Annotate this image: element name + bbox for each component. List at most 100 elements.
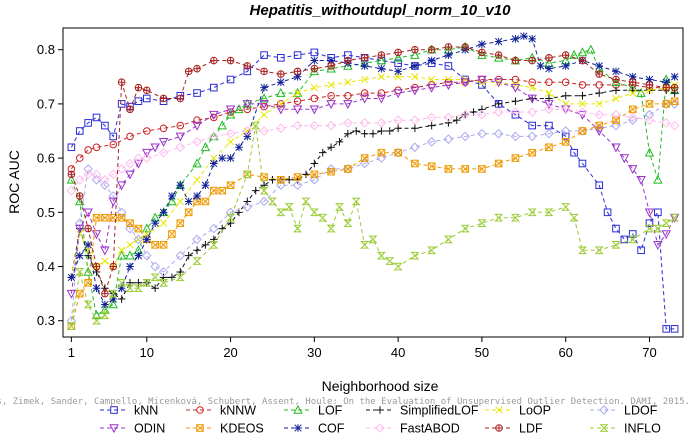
data-point-lof [393, 52, 403, 62]
data-point-cof [377, 64, 386, 73]
data-point-knnw [142, 127, 151, 135]
data-point-knnw [243, 105, 252, 114]
data-point-knn [654, 208, 662, 217]
data-point-fastabod [410, 115, 420, 125]
data-point-odin [133, 159, 144, 169]
data-point-lof [200, 142, 211, 152]
data-point-kdeos [151, 241, 159, 249]
data-point-ldof [611, 120, 621, 131]
data-point-odin [292, 105, 303, 115]
data-point-odin [611, 143, 621, 153]
data-point-kdeos [411, 159, 419, 168]
data-point-odin [661, 230, 671, 240]
data-point-lof [410, 49, 420, 59]
data-point-fastabod [225, 128, 236, 139]
data-point-odin [108, 197, 118, 207]
data-point-lof [192, 158, 202, 168]
legend-item-ldof: LDOF [590, 404, 658, 418]
data-point-ldof [158, 267, 169, 277]
data-point-kdeos [645, 100, 654, 108]
data-point-ldof [209, 223, 219, 234]
legend-item-kdeos: KDEOS [186, 422, 264, 434]
data-point-ldf [427, 45, 436, 54]
data-point-fastabod [527, 107, 537, 117]
data-point-kdeos [277, 175, 285, 184]
series-knnw [67, 75, 679, 173]
data-point-inflo [368, 235, 378, 244]
data-point-inflo [351, 197, 361, 206]
data-point-ldf [260, 67, 268, 76]
y-axis-label: ROC AUC [6, 150, 22, 214]
data-point-ldf [226, 56, 235, 65]
data-point-kdeos [662, 100, 671, 108]
data-point-odin [577, 110, 588, 120]
series-knn [67, 48, 679, 333]
data-point-inflo [142, 278, 152, 287]
data-point-ldf [101, 289, 109, 298]
data-point-loop [629, 89, 637, 97]
data-point-ldof [150, 261, 160, 272]
data-point-knnw [310, 94, 319, 103]
data-point-cof [168, 192, 176, 200]
data-point-cof [645, 75, 654, 84]
data-point-simplifiedlof [511, 97, 520, 105]
data-point-ldf [545, 54, 553, 62]
data-point-fastabod [74, 174, 85, 185]
series-line-ldof [70, 103, 675, 321]
legend-marker-loop [495, 406, 503, 414]
data-point-inflo [561, 203, 571, 211]
data-point-loop [377, 73, 386, 81]
data-point-kdeos [612, 116, 620, 124]
data-point-odin [309, 105, 320, 115]
data-point-odin [259, 100, 269, 110]
data-point-inflo [75, 268, 85, 276]
data-point-knn [637, 246, 645, 255]
data-point-knn [277, 54, 285, 62]
legend-marker-kdeos [196, 424, 204, 432]
data-point-cof [327, 56, 335, 65]
data-point-ldf [394, 48, 402, 57]
data-point-odin [359, 94, 370, 104]
data-point-simplifiedlof [595, 89, 604, 97]
data-point-lof [636, 87, 646, 97]
data-point-kdeos [310, 170, 319, 179]
data-point-inflo [460, 224, 470, 233]
data-point-inflo [159, 278, 169, 287]
data-point-ldof [560, 126, 571, 136]
data-point-lof [108, 299, 118, 309]
data-point-inflo [242, 170, 252, 179]
data-point-ldf [578, 56, 587, 65]
data-point-odin [91, 230, 102, 240]
data-point-ldf [595, 70, 604, 78]
data-point-cof [92, 284, 101, 293]
data-point-knn [134, 97, 143, 105]
data-point-knnw [92, 143, 101, 152]
data-point-kdeos [159, 241, 168, 249]
data-point-simplifiedlof [444, 119, 453, 127]
series-odin [66, 75, 680, 299]
x-tick-label: 20 [223, 345, 237, 360]
data-point-fastabod [644, 115, 655, 125]
data-point-inflo [334, 203, 344, 211]
data-point-cof [494, 37, 503, 46]
legend-item-lof: LOF [284, 404, 343, 418]
x-tick-label: 1 [68, 345, 75, 360]
data-point-inflo [301, 197, 311, 206]
data-point-odin [510, 83, 521, 93]
data-point-ldof [83, 164, 93, 174]
data-point-cof [210, 159, 218, 168]
legend-label: ODIN [134, 422, 165, 434]
data-point-inflo [594, 246, 604, 255]
data-point-inflo [175, 273, 185, 282]
data-point-knn [92, 113, 101, 122]
data-point-ldf [134, 83, 143, 92]
legend-item-knn: kNN [100, 404, 158, 418]
data-point-knn [511, 110, 520, 119]
data-point-odin [175, 132, 186, 142]
data-point-simplifiedlof [360, 129, 369, 138]
data-point-fastabod [577, 107, 588, 117]
data-point-simplifiedlof [578, 91, 587, 100]
data-point-lof [217, 120, 227, 130]
legend-marker-knnw [196, 406, 204, 414]
